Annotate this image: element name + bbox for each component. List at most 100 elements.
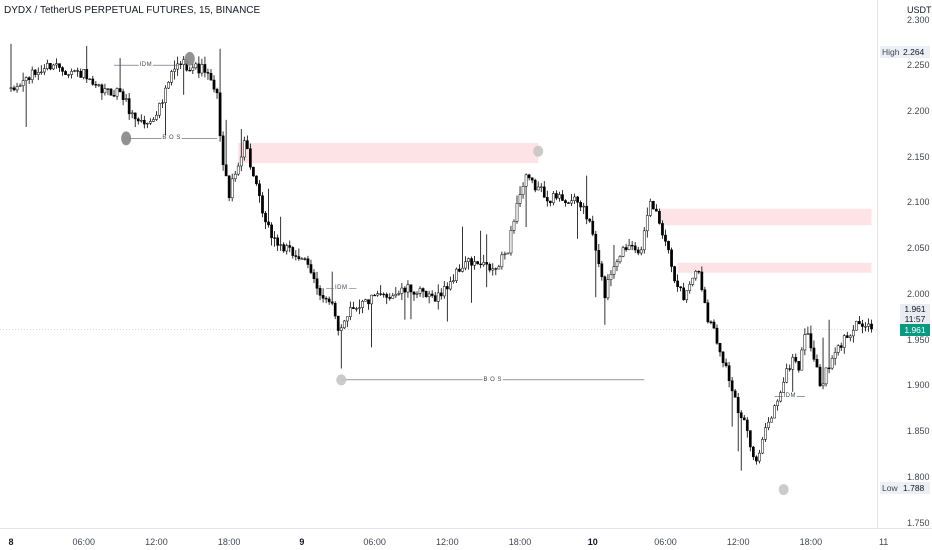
candle[interactable]	[688, 281, 692, 294]
supply-zone[interactable]	[238, 142, 539, 164]
candle[interactable]	[573, 193, 576, 205]
candle[interactable]	[767, 417, 770, 431]
candle[interactable]	[752, 445, 755, 461]
candle[interactable]	[118, 58, 122, 93]
candle[interactable]	[276, 234, 279, 251]
candle[interactable]	[58, 63, 61, 72]
candle[interactable]	[818, 364, 822, 388]
candle[interactable]	[85, 45, 89, 83]
candle[interactable]	[791, 353, 795, 392]
candle[interactable]	[682, 282, 686, 301]
candle[interactable]	[400, 282, 404, 300]
candle[interactable]	[385, 292, 389, 305]
candle[interactable]	[855, 320, 858, 331]
candle[interactable]	[755, 455, 758, 465]
candle[interactable]	[312, 269, 316, 284]
candle[interactable]	[576, 196, 579, 239]
candle[interactable]	[733, 388, 737, 398]
candle[interactable]	[67, 73, 70, 79]
candle[interactable]	[55, 58, 58, 69]
candle[interactable]	[42, 64, 46, 76]
candle[interactable]	[515, 195, 519, 224]
candle[interactable]	[548, 200, 552, 207]
candle[interactable]	[612, 244, 616, 279]
candle[interactable]	[127, 93, 131, 120]
candle[interactable]	[403, 286, 407, 320]
candle[interactable]	[149, 118, 152, 126]
candle[interactable]	[473, 256, 476, 270]
candle[interactable]	[270, 222, 273, 246]
candle[interactable]	[712, 319, 716, 329]
candle[interactable]	[297, 248, 301, 261]
candle[interactable]	[745, 417, 749, 438]
candle[interactable]	[79, 68, 83, 78]
candle[interactable]	[824, 367, 828, 387]
candle[interactable]	[373, 293, 376, 297]
candle[interactable]	[36, 67, 40, 81]
candle[interactable]	[694, 269, 698, 281]
candle[interactable]	[21, 72, 25, 92]
candle[interactable]	[170, 69, 173, 86]
candle[interactable]	[567, 201, 570, 204]
candle[interactable]	[291, 246, 295, 259]
candle[interactable]	[76, 67, 80, 77]
candle[interactable]	[676, 274, 679, 292]
candle[interactable]	[88, 78, 92, 81]
candle[interactable]	[167, 81, 170, 90]
candle[interactable]	[636, 246, 640, 256]
candle[interactable]	[748, 430, 752, 452]
candle[interactable]	[233, 170, 237, 182]
candle[interactable]	[158, 102, 161, 119]
supply-zone[interactable]	[677, 262, 872, 273]
candle[interactable]	[721, 350, 725, 368]
candle[interactable]	[476, 260, 479, 265]
candle[interactable]	[830, 355, 834, 370]
candle[interactable]	[367, 299, 370, 310]
candle[interactable]	[94, 81, 98, 89]
candle[interactable]	[300, 257, 304, 260]
candle[interactable]	[433, 291, 437, 302]
candle[interactable]	[318, 285, 322, 301]
candle[interactable]	[836, 344, 840, 356]
candle[interactable]	[139, 114, 143, 123]
candle[interactable]	[479, 230, 482, 269]
candle[interactable]	[109, 88, 113, 96]
candle[interactable]	[30, 66, 34, 84]
candle[interactable]	[545, 190, 549, 207]
candle[interactable]	[494, 267, 498, 276]
candle[interactable]	[461, 226, 464, 273]
candle[interactable]	[718, 342, 722, 357]
candle[interactable]	[594, 230, 598, 298]
candle[interactable]	[155, 111, 158, 121]
swing-point-marker[interactable]	[121, 131, 132, 146]
candle[interactable]	[700, 266, 704, 292]
candle[interactable]	[633, 242, 637, 254]
candle[interactable]	[203, 56, 207, 78]
candle[interactable]	[539, 183, 543, 193]
candle[interactable]	[27, 76, 31, 84]
candle[interactable]	[491, 263, 495, 276]
candle[interactable]	[239, 128, 243, 172]
candle[interactable]	[618, 255, 622, 264]
candle[interactable]	[764, 422, 767, 443]
candle[interactable]	[667, 240, 670, 254]
candle[interactable]	[697, 270, 701, 275]
candle[interactable]	[500, 251, 504, 270]
candle[interactable]	[91, 75, 95, 86]
candle[interactable]	[558, 191, 561, 202]
candle[interactable]	[809, 325, 813, 352]
candle[interactable]	[161, 99, 164, 109]
candle[interactable]	[73, 69, 76, 73]
candle[interactable]	[427, 290, 431, 304]
candle[interactable]	[706, 299, 710, 324]
candle[interactable]	[482, 254, 486, 267]
candle[interactable]	[255, 175, 258, 186]
candle[interactable]	[382, 292, 386, 298]
candle[interactable]	[442, 281, 446, 299]
candle[interactable]	[639, 246, 643, 256]
candle[interactable]	[609, 270, 613, 287]
candle[interactable]	[867, 318, 870, 332]
candle[interactable]	[364, 298, 367, 302]
candle[interactable]	[582, 202, 586, 214]
